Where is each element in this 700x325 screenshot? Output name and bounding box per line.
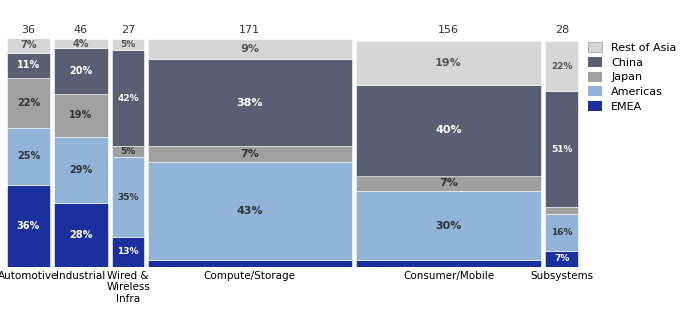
- Bar: [7, 37, 50, 53]
- Text: 22%: 22%: [551, 62, 573, 71]
- Bar: [54, 48, 108, 94]
- Text: 19%: 19%: [435, 58, 462, 68]
- Text: 5%: 5%: [120, 147, 136, 156]
- Text: 28: 28: [555, 25, 569, 35]
- Bar: [545, 41, 578, 91]
- Text: 13%: 13%: [118, 247, 139, 256]
- Bar: [54, 137, 108, 203]
- Text: 22%: 22%: [17, 98, 40, 108]
- Bar: [7, 53, 50, 78]
- Text: 5%: 5%: [120, 40, 136, 49]
- Bar: [112, 50, 144, 146]
- Bar: [112, 157, 144, 237]
- Text: 36: 36: [22, 25, 36, 35]
- Bar: [148, 260, 351, 266]
- Bar: [148, 59, 351, 146]
- Text: 20%: 20%: [69, 66, 92, 76]
- Text: 40%: 40%: [435, 125, 462, 135]
- Bar: [54, 203, 108, 266]
- Bar: [356, 191, 541, 260]
- Text: 7%: 7%: [240, 149, 259, 159]
- Bar: [356, 260, 541, 266]
- Text: 7%: 7%: [439, 178, 458, 188]
- Bar: [7, 185, 50, 266]
- Bar: [7, 78, 50, 128]
- Bar: [545, 207, 578, 214]
- Bar: [148, 39, 351, 59]
- Bar: [112, 39, 144, 50]
- Text: 25%: 25%: [17, 151, 40, 161]
- Bar: [148, 162, 351, 260]
- Text: 4%: 4%: [73, 39, 89, 48]
- Bar: [356, 84, 541, 176]
- Text: 156: 156: [438, 25, 459, 35]
- Text: 43%: 43%: [237, 206, 263, 216]
- Bar: [112, 146, 144, 157]
- Text: 28%: 28%: [69, 230, 92, 240]
- Text: 7%: 7%: [554, 254, 570, 263]
- Bar: [356, 41, 541, 84]
- Text: 171: 171: [239, 25, 260, 35]
- Text: 51%: 51%: [551, 145, 573, 154]
- Text: 7%: 7%: [20, 40, 36, 50]
- Text: 38%: 38%: [237, 98, 263, 108]
- Bar: [112, 237, 144, 266]
- Bar: [54, 39, 108, 48]
- Bar: [545, 214, 578, 251]
- Bar: [148, 146, 351, 162]
- Bar: [54, 94, 108, 137]
- Text: 46: 46: [74, 25, 88, 35]
- Bar: [545, 251, 578, 266]
- Text: 9%: 9%: [240, 44, 259, 54]
- Legend: Rest of Asia, China, Japan, Americas, EMEA: Rest of Asia, China, Japan, Americas, EM…: [586, 40, 679, 114]
- Text: 19%: 19%: [69, 110, 92, 120]
- Text: 16%: 16%: [551, 228, 573, 237]
- Bar: [7, 128, 50, 185]
- Text: 35%: 35%: [118, 193, 139, 202]
- Text: 27: 27: [121, 25, 135, 35]
- Text: 36%: 36%: [17, 221, 40, 230]
- Text: 42%: 42%: [118, 94, 139, 103]
- Text: 11%: 11%: [17, 60, 40, 70]
- Text: 30%: 30%: [435, 221, 462, 230]
- Text: 29%: 29%: [69, 165, 92, 175]
- Bar: [356, 176, 541, 191]
- Bar: [545, 91, 578, 207]
